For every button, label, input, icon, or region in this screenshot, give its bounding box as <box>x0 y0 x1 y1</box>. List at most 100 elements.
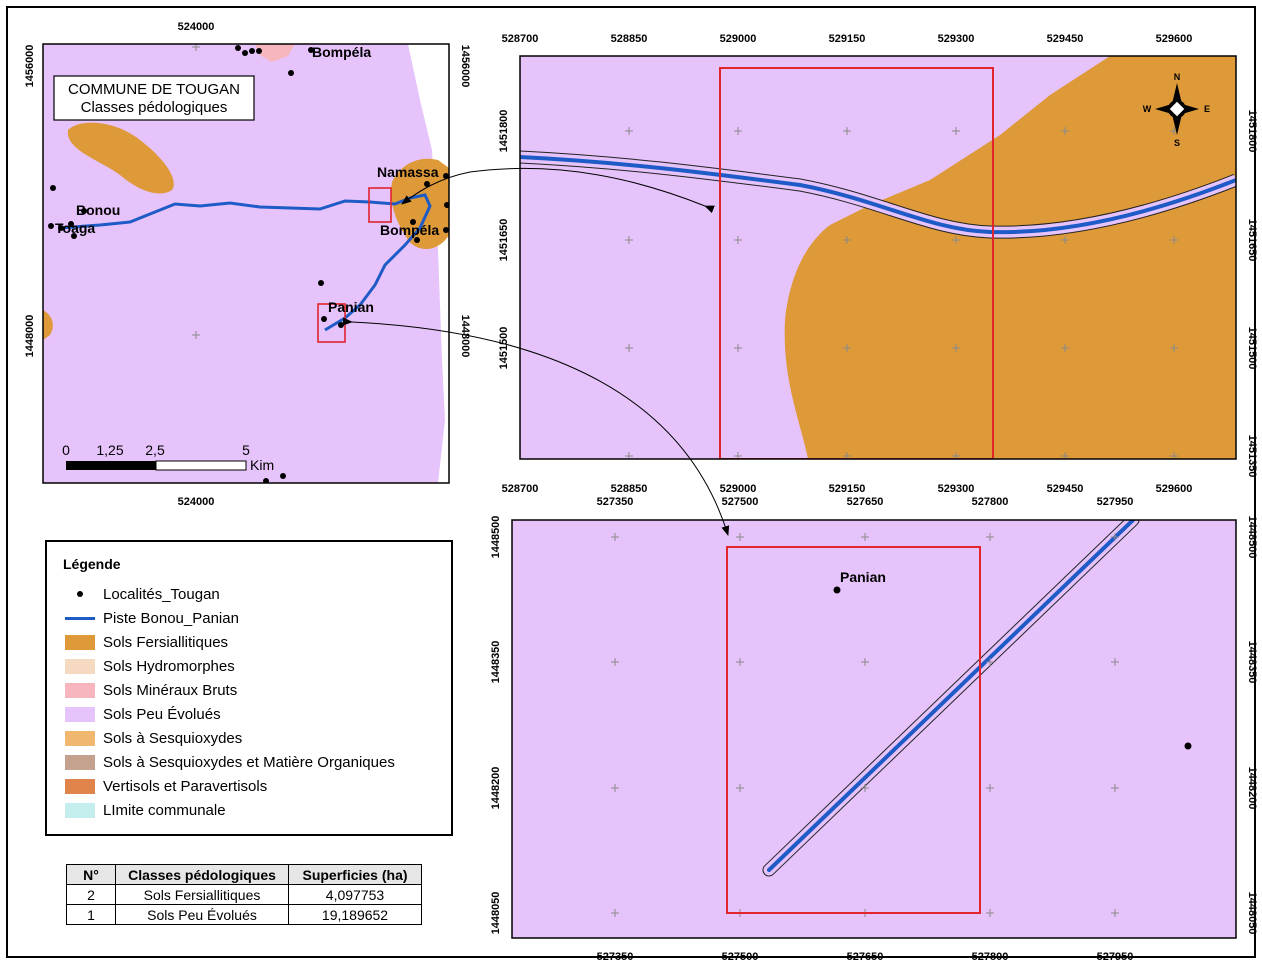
zoom-top-y-tick-left: 1451650 <box>498 219 510 262</box>
zoom-bottom-y-tick-left: 1448050 <box>490 892 502 935</box>
overview-map: Bompéla Namassa Bonou Toaga Bompéla Pani… <box>24 21 471 508</box>
zoom-bottom-y-tick-right: 1448050 <box>1246 892 1258 935</box>
connector-arrow-bottom <box>342 317 730 536</box>
north-arrow-icon: N S E W <box>1143 72 1210 148</box>
place-label-toaga: Toaga <box>55 220 95 236</box>
legend-swatch <box>65 682 95 698</box>
overview-title-line2: Classes pédologiques <box>81 99 228 116</box>
zoom-top-y-tick-right: 1451500 <box>1246 327 1258 370</box>
legend-swatch <box>65 754 95 770</box>
overview-x-tick-bottom: 524000 <box>178 496 215 508</box>
zoom-bottom-x-tick-bottom: 527950 <box>1097 951 1134 963</box>
scalebar-black-segment <box>66 461 156 470</box>
zoom-top-inset-frame <box>719 67 994 459</box>
map-frame <box>6 6 1256 958</box>
legend-swatch <box>65 706 95 722</box>
legend-item-peu-evolues: Sols Peu Évolués <box>65 703 221 725</box>
north-arrow-w: W <box>1143 104 1152 114</box>
zoom-top-grid-crosses <box>625 127 1178 459</box>
zoom-top-x-tick-top: 529150 <box>829 33 866 45</box>
scalebar-white-segment <box>155 460 247 471</box>
zoom-bottom-locality-dot <box>1184 742 1192 750</box>
table-row: 2 Sols Fersiallitiques 4,097753 <box>66 884 422 905</box>
overview-fersiallitiques-patch-3 <box>43 310 53 340</box>
legend-label: LImite communale <box>103 801 226 819</box>
zoom-bottom-x-tick-top: 527350 <box>597 496 634 508</box>
legend-item-limite: LImite communale <box>65 799 226 821</box>
legend-label: Sols Minéraux Bruts <box>103 681 238 699</box>
zoom-bottom-x-tick-bottom: 527650 <box>847 951 884 963</box>
zoom-top-y-tick-right: 1451350 <box>1246 435 1258 478</box>
legend-item-hydromorphes: Sols Hydromorphes <box>65 655 235 677</box>
place-label-panian: Panian <box>328 299 374 315</box>
north-arrow-s: S <box>1174 138 1180 148</box>
legend-panel: Légende Localités_Tougan Piste Bonou_Pan… <box>45 540 453 836</box>
zoom-bottom-place-panian: Panian <box>840 569 886 585</box>
zoom-bottom-peu-evolues-area <box>512 520 1236 938</box>
table-cell: 19,189652 <box>288 904 422 925</box>
overview-y-tick-left-2: 1448000 <box>24 315 36 358</box>
legend-item-vertisols: Vertisols et Paravertisols <box>65 775 267 797</box>
legend-swatch <box>65 634 95 650</box>
legend-title: Légende <box>63 556 121 572</box>
scalebar-unit: Kim <box>250 457 274 473</box>
scalebar-label-3: 5 <box>242 442 250 458</box>
zoom-top-x-tick-top: 528700 <box>502 33 539 45</box>
zoom-map-bottom: Panian 527350 527350 527500 527500 527650 527… <box>490 496 1258 963</box>
zoom-bottom-y-tick-left: 1448350 <box>490 641 502 684</box>
scalebar-label-1: 1,25 <box>96 442 123 458</box>
table-cell: Sols Fersiallitiques <box>115 884 289 905</box>
scalebar-label-0: 0 <box>62 442 70 458</box>
table-cell: 4,097753 <box>288 884 422 905</box>
zoom-bottom-y-tick-right: 1448500 <box>1246 516 1258 559</box>
zoom-bottom-x-tick-top: 527950 <box>1097 496 1134 508</box>
zoom-bottom-x-tick-bottom: 527350 <box>597 951 634 963</box>
zoom-top-y-tick-left: 1451800 <box>498 110 510 153</box>
legend-label: Sols Hydromorphes <box>103 657 235 675</box>
place-label-bonou: Bonou <box>76 202 120 218</box>
zoom-top-x-tick-bottom: 528700 <box>502 483 539 495</box>
legend-item-localites: Localités_Tougan <box>65 583 220 605</box>
zoom-bottom-x-tick-bottom: 527500 <box>722 951 759 963</box>
legend-label: Sols Fersiallitiques <box>103 633 229 651</box>
legend-label: Vertisols et Paravertisols <box>103 777 268 795</box>
zoom-top-x-tick-bottom: 529450 <box>1047 483 1084 495</box>
zoom-bottom-x-tick-bottom: 527800 <box>972 951 1009 963</box>
legend-label: Sols à Sesquioxydes et Matière Organique… <box>103 753 395 771</box>
zoom-top-x-tick-bottom: 528850 <box>611 483 648 495</box>
overview-y-tick-left-1: 1456000 <box>24 45 36 88</box>
overview-inset-frame-top <box>368 187 392 223</box>
legend-label: Sols à Sesquioxydes <box>103 729 243 747</box>
north-arrow-n: N <box>1174 72 1181 82</box>
overview-title-line1: COMMUNE DE TOUGAN <box>68 81 240 98</box>
legend-item-mineraux-bruts: Sols Minéraux Bruts <box>65 679 237 701</box>
overview-x-tick-top: 524000 <box>178 21 215 33</box>
place-label-bompela-north: Bompéla <box>312 44 371 60</box>
zoom-top-x-tick-top: 528850 <box>611 33 648 45</box>
table-header-cell: Classes pédologiques <box>115 864 289 885</box>
overview-fersiallitiques-patch-1 <box>67 122 174 194</box>
legend-item-sesquioxydes: Sols à Sesquioxydes <box>65 727 242 749</box>
overview-grid-crosses <box>192 44 200 339</box>
table-header-cell: N° <box>66 864 116 885</box>
legend-swatch <box>65 802 95 818</box>
table-row: 1 Sols Peu Évolués 19,189652 <box>66 904 422 925</box>
zoom-bottom-inset-frame <box>726 546 981 914</box>
legend-label: Sols Peu Évolués <box>103 705 221 723</box>
zoom-bottom-border <box>511 519 1237 939</box>
place-label-namassa: Namassa <box>377 164 439 180</box>
legend-label: Piste Bonou_Panian <box>103 609 239 627</box>
table-header-row: N° Classes pédologiques Superficies (ha) <box>66 864 422 885</box>
table-cell: Sols Peu Évolués <box>115 904 289 925</box>
zoom-bottom-panian-dot <box>833 586 841 594</box>
zoom-top-y-tick-right: 1451650 <box>1246 219 1258 262</box>
zoom-map-top: N S E W 528700 528700 528850 528850 529000 52… <box>498 33 1258 495</box>
zoom-bottom-piste-route <box>767 520 1135 872</box>
zoom-top-border <box>519 55 1237 460</box>
zoom-top-x-tick-top: 529600 <box>1156 33 1193 45</box>
overview-map-border <box>42 43 450 484</box>
legend-item-piste: Piste Bonou_Panian <box>65 607 239 629</box>
legend-swatch <box>65 730 95 746</box>
zoom-top-x-tick-bottom: 529000 <box>720 483 757 495</box>
zoom-top-x-tick-bottom: 529300 <box>938 483 975 495</box>
